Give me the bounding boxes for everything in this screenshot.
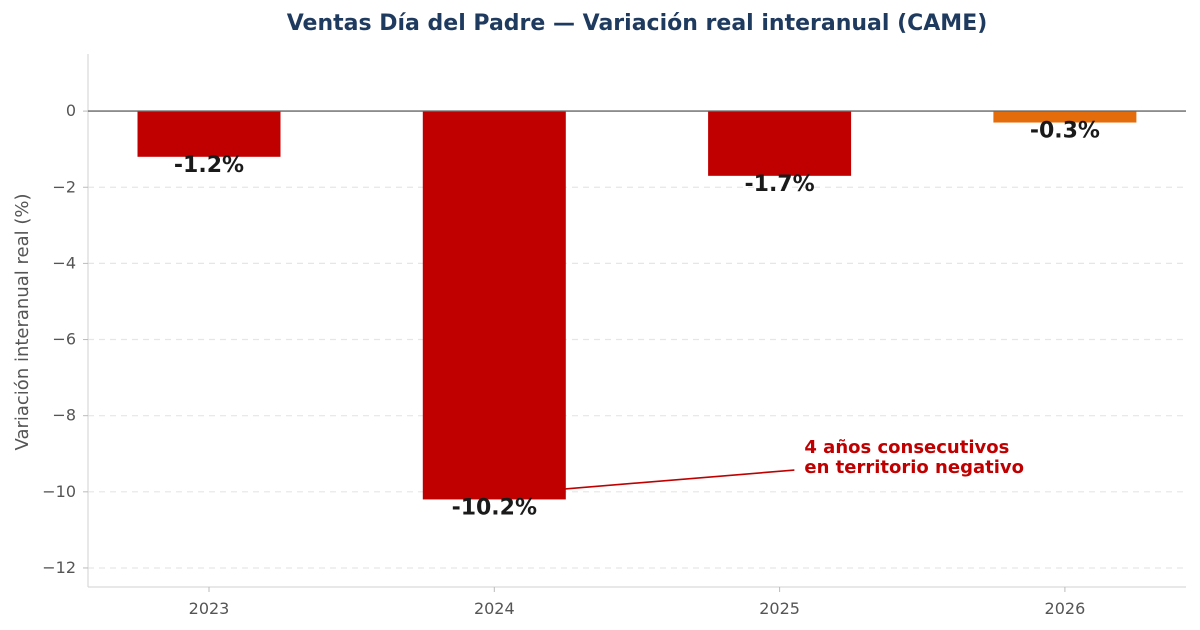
data-label: -0.3% [1030, 119, 1100, 144]
bar-2026 [993, 111, 1137, 123]
annotation-text: 4 años consecutivos [804, 437, 1009, 458]
y-tick-label: −10 [42, 482, 76, 501]
data-label: -1.7% [745, 172, 815, 197]
y-tick-label: 0 [66, 101, 76, 120]
x-tick-label: 2025 [759, 599, 800, 618]
bar-2024 [422, 111, 566, 500]
data-label: -10.2% [452, 495, 537, 520]
bar-2025 [708, 111, 852, 176]
annotation-text: en territorio negativo [804, 457, 1024, 478]
chart-title: Ventas Día del Padre — Variación real in… [287, 11, 988, 36]
y-tick-label: −8 [52, 406, 76, 425]
tick-labels: 0 −2 −4 −6 −8 −10 −12 2023 2024 2025 2026 [42, 101, 1085, 618]
y-tick-label: −6 [52, 330, 76, 349]
data-labels: -1.2% -10.2% -1.7% -0.3% [174, 119, 1100, 521]
y-tick-label: −12 [42, 558, 76, 577]
x-tick-label: 2023 [189, 599, 230, 618]
y-axis-label: Variación interanual real (%) [12, 194, 33, 451]
y-tick-label: −2 [52, 177, 76, 196]
data-label: -1.2% [174, 153, 244, 178]
x-tick-label: 2026 [1045, 599, 1086, 618]
y-tick-label: −4 [52, 253, 76, 272]
bars [137, 111, 1137, 500]
annotation-arrow [498, 469, 795, 496]
x-tick-label: 2024 [474, 599, 515, 618]
bar-2023 [137, 111, 281, 157]
axes [87, 54, 1186, 588]
gridlines [88, 186, 1186, 569]
